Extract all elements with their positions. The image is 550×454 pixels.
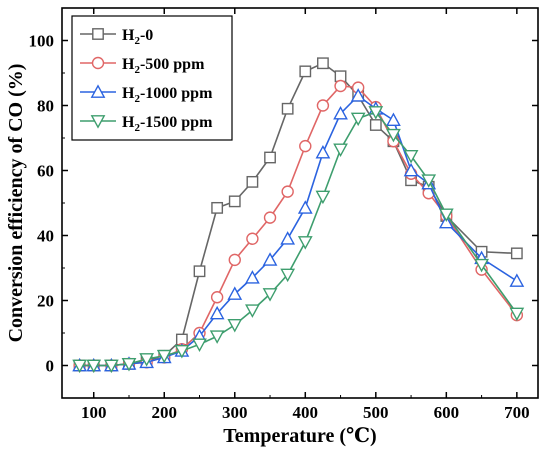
x-tick-label: 700	[504, 403, 530, 422]
x-tick-label: 200	[152, 403, 178, 422]
data-point	[210, 291, 224, 304]
legend-marker	[91, 56, 105, 70]
data-point	[299, 139, 312, 153]
y-tick-label: 40	[37, 227, 54, 246]
data-point	[403, 162, 419, 177]
y-tick-label: 60	[37, 162, 54, 181]
data-point	[350, 112, 366, 127]
data-point	[209, 305, 225, 320]
y-tick-label: 100	[29, 32, 55, 51]
series-line	[79, 111, 518, 367]
data-point	[228, 195, 241, 208]
data-point	[174, 344, 190, 359]
data-point	[103, 359, 119, 374]
data-point	[350, 88, 366, 102]
data-point	[510, 247, 523, 260]
data-point	[474, 258, 489, 273]
data-point	[86, 359, 102, 374]
data-point	[211, 201, 224, 214]
data-point	[509, 307, 525, 322]
data-point	[192, 338, 207, 353]
x-tick-label: 500	[363, 403, 389, 422]
legend-item: H2-1000 ppm	[80, 84, 213, 105]
legend: H2-0 H2-500 ppm H2-1000 ppm H2-1500 ppm	[71, 15, 233, 141]
data-point	[156, 349, 172, 364]
data-point	[509, 273, 525, 287]
data-point	[245, 304, 260, 318]
data-point	[386, 112, 401, 127]
legend-label: H2-1500 ppm	[122, 114, 213, 134]
data-point	[333, 105, 348, 120]
series-4	[72, 106, 525, 374]
legend-item: H2-0	[80, 27, 153, 47]
data-point	[264, 151, 276, 164]
y-tick-label: 0	[46, 357, 55, 376]
y-tick-label: 20	[37, 292, 54, 311]
x-tick-label: 400	[293, 403, 319, 422]
data-point	[297, 236, 313, 250]
data-point	[262, 288, 278, 302]
data-point	[299, 65, 312, 78]
data-point	[227, 286, 243, 300]
data-point	[333, 143, 348, 158]
x-tick-label: 600	[434, 403, 460, 422]
legend-marker	[92, 28, 104, 40]
data-point	[438, 208, 454, 223]
data-point	[280, 231, 296, 245]
legend-item: H2-500 ppm	[80, 56, 205, 76]
data-point	[245, 270, 260, 284]
legend-label: H2-0	[122, 27, 153, 47]
data-point	[227, 318, 243, 333]
data-point	[316, 99, 330, 112]
x-axis-title: Temperature (℃)	[223, 425, 376, 447]
data-point	[386, 128, 401, 143]
legend-marker	[90, 115, 106, 129]
data-point	[262, 252, 278, 266]
data-point	[334, 79, 347, 93]
data-point	[421, 174, 437, 188]
data-point	[281, 102, 294, 115]
data-point	[315, 190, 331, 205]
y-tick-label: 80	[37, 97, 54, 116]
data-point	[228, 253, 241, 267]
data-point	[139, 353, 154, 367]
data-point	[403, 149, 419, 164]
legend-item: H2-1500 ppm	[80, 114, 213, 134]
data-point	[317, 57, 329, 70]
data-point	[263, 211, 277, 224]
data-point	[315, 144, 331, 159]
data-point	[369, 119, 382, 131]
data-point	[209, 330, 225, 344]
legend-label: H2-1000 ppm	[122, 85, 213, 105]
data-point	[368, 106, 384, 120]
x-tick-label: 300	[222, 403, 248, 422]
x-tick-label: 100	[81, 403, 107, 422]
data-point	[280, 268, 296, 283]
legend-label: H2-500 ppm	[122, 56, 205, 76]
y-axis-title: Conversion efficiency of CO (%)	[5, 64, 27, 343]
data-point	[72, 359, 88, 374]
data-point	[281, 185, 294, 198]
data-point	[246, 175, 259, 188]
data-point	[193, 265, 206, 278]
data-point	[246, 232, 259, 245]
data-point	[121, 357, 137, 372]
data-point	[297, 200, 313, 214]
legend-marker	[90, 84, 106, 98]
